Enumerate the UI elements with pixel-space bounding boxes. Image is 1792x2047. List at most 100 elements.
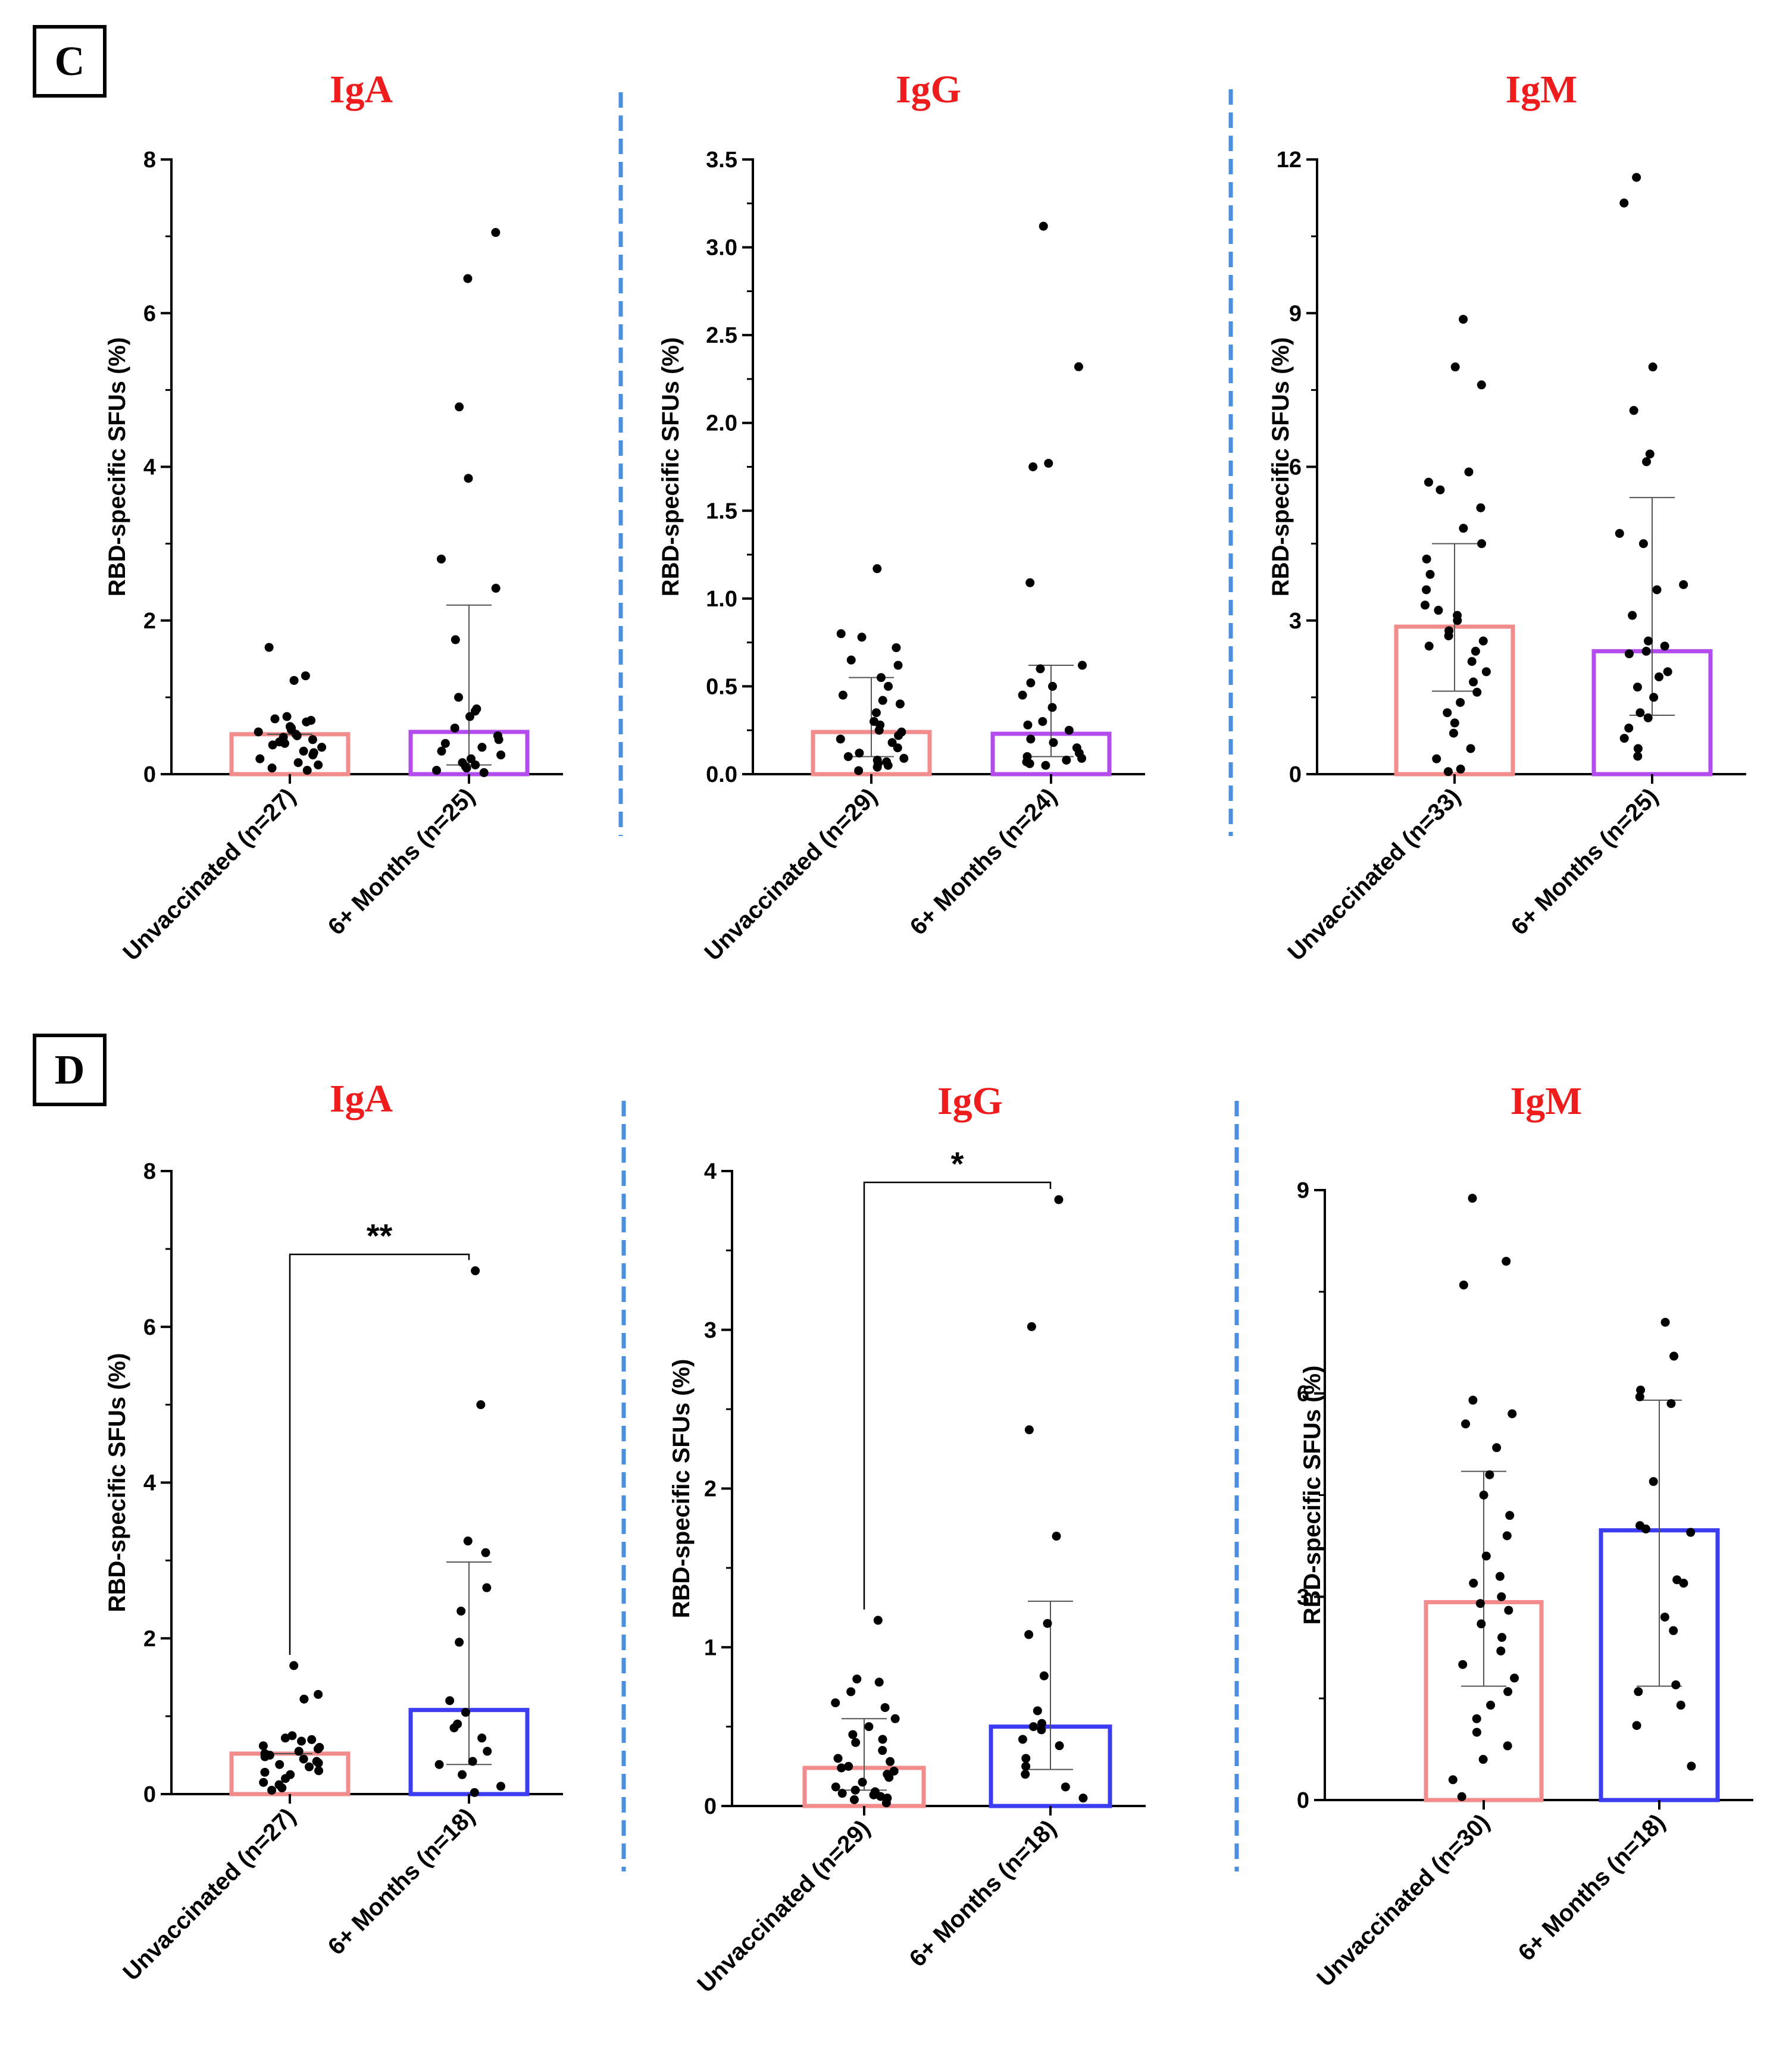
data-point [1679, 1579, 1688, 1588]
data-point [1037, 1725, 1046, 1735]
y-tick-label: 2.0 [706, 411, 737, 436]
chart-title: IgA [330, 68, 393, 111]
data-point [1485, 1470, 1494, 1479]
data-point [481, 1548, 490, 1557]
significance-bracket [863, 1181, 1052, 1610]
data-point [1475, 1599, 1485, 1608]
data-point [436, 554, 446, 564]
data-point [259, 1777, 268, 1787]
y-tick-label: 1 [704, 1635, 717, 1660]
category-label: Unvaccinated (n=29) [699, 783, 882, 966]
y-axis-label: RBD-specific SFUs (%) [1268, 337, 1294, 597]
data-point [858, 1777, 867, 1787]
data-point [1635, 1392, 1644, 1401]
data-point [1457, 1792, 1466, 1801]
data-point [483, 1746, 492, 1756]
data-point [851, 1738, 861, 1747]
data-point [450, 724, 459, 733]
data-point [1018, 1735, 1027, 1744]
data-point [445, 1696, 455, 1705]
data-point [869, 1790, 878, 1799]
data-point [1422, 554, 1431, 564]
category-label: Unvaccinated (n=29) [692, 1815, 875, 1998]
data-point [892, 643, 901, 652]
data-point [871, 708, 881, 718]
data-point [1624, 649, 1634, 659]
data-point [1481, 667, 1491, 677]
y-tick-label: 0 [1297, 1788, 1309, 1813]
data-point [854, 766, 864, 775]
data-point [1503, 1687, 1513, 1697]
data-point [313, 1744, 323, 1754]
data-point [1642, 457, 1652, 467]
y-tick-label: 2 [143, 609, 156, 634]
data-point [890, 1714, 900, 1723]
y-axis-label: RBD-specific SFUs (%) [658, 337, 684, 597]
data-point [1443, 767, 1453, 777]
data-point [260, 1767, 270, 1777]
y-tick-label: 3.5 [706, 148, 737, 173]
data-point [1047, 703, 1057, 712]
data-point [1478, 1755, 1488, 1764]
data-point [1615, 528, 1624, 538]
data-point [317, 743, 327, 752]
y-tick-label: 9 [1297, 1178, 1309, 1203]
data-point [1624, 724, 1634, 733]
data-point [471, 760, 480, 770]
data-point [297, 1736, 307, 1746]
data-point [1425, 569, 1435, 579]
data-point [876, 1792, 886, 1801]
data-point [836, 734, 845, 744]
data-point [1044, 459, 1053, 468]
data-point [1039, 221, 1048, 231]
data-point [1458, 1660, 1468, 1669]
data-point [471, 1266, 480, 1276]
data-point [275, 1760, 284, 1769]
y-tick-label: 6 [143, 301, 156, 326]
data-point [267, 1785, 277, 1795]
data-point [1644, 636, 1653, 646]
data-point [479, 768, 489, 777]
chart-c-igg: IgG 0.0 0.5 1.0 1.5 2.0 2.5 3.0 3.5 RBD-specific … [658, 68, 1145, 966]
data-point [831, 1698, 840, 1708]
data-point [1469, 677, 1478, 687]
y-axis-label: RBD-specific SFUs (%) [668, 1359, 695, 1619]
chart-d-iga: IgA 0 2 4 6 8 RBD-specific SFUs (%) Unvaccinate… [104, 1077, 563, 1986]
data-point [289, 675, 299, 685]
data-point [455, 402, 464, 412]
data-point [874, 1677, 884, 1687]
data-point [838, 690, 847, 700]
data-point [881, 1798, 891, 1808]
data-point [873, 1616, 883, 1625]
data-point [883, 760, 893, 770]
data-point [1477, 380, 1486, 390]
data-point [1033, 1706, 1042, 1716]
data-point [872, 762, 882, 772]
data-point [884, 1773, 894, 1782]
data-point [1641, 646, 1651, 656]
data-point [292, 731, 302, 740]
data-point [837, 1789, 847, 1798]
data-point [843, 752, 853, 761]
y-tick-label: 1.0 [706, 587, 737, 612]
data-point [1443, 708, 1452, 718]
data-point [1464, 467, 1474, 477]
data-point [844, 1761, 853, 1771]
data-point [294, 1746, 304, 1756]
y-tick-label: 1.5 [706, 499, 737, 524]
data-point [482, 1583, 492, 1592]
data-point [477, 1733, 487, 1743]
data-point [307, 1735, 317, 1744]
category-label: Unvaccinated (n=30) [1312, 1809, 1494, 1992]
data-point [1027, 1322, 1036, 1331]
data-point [1048, 681, 1058, 691]
y-tick-label: 3 [1289, 609, 1302, 634]
data-point [1629, 406, 1638, 415]
data-point [314, 1766, 324, 1776]
data-point [1459, 315, 1468, 324]
data-point [1671, 1680, 1681, 1689]
data-point [476, 1400, 486, 1410]
y-tick-label: 0 [1289, 762, 1302, 787]
data-point [1025, 578, 1035, 587]
category-label: Unvaccinated (n=27) [118, 783, 301, 966]
